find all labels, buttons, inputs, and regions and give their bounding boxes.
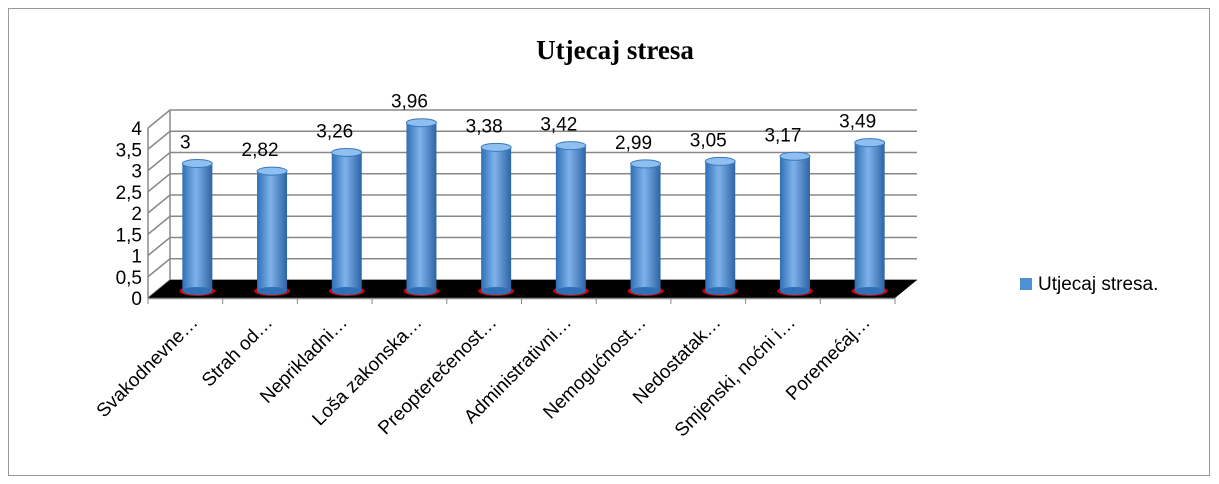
bar-top: [181, 159, 213, 168]
bar-top: [480, 142, 512, 152]
data-label: 2,99: [615, 133, 652, 154]
bar-bottom: [705, 287, 736, 295]
bar: [854, 142, 885, 291]
bar-bottom: [555, 287, 586, 295]
data-label: 2,82: [242, 140, 279, 161]
y-tick-label: 2: [131, 204, 142, 225]
data-label: 3,38: [466, 116, 503, 137]
chart-title: Utjecaj stresa: [536, 35, 694, 65]
data-label: 3,49: [839, 112, 876, 133]
bar-bottom: [257, 287, 288, 295]
bar: [555, 145, 586, 291]
bar-top: [256, 166, 288, 176]
bar: [182, 163, 213, 291]
bar: [779, 156, 810, 291]
bar-top: [704, 156, 736, 166]
legend-label: Utjecaj stresa.: [1038, 274, 1158, 295]
y-tick-label: 2,5: [116, 183, 142, 204]
bar-bottom: [854, 287, 885, 295]
bar: [331, 152, 362, 291]
legend-swatch: [1020, 278, 1032, 290]
bar-top: [779, 151, 811, 161]
bar-bottom: [779, 287, 810, 295]
bar-bottom: [331, 287, 362, 295]
y-tick-label: 1: [131, 247, 142, 268]
data-label: 3,96: [391, 92, 428, 113]
bar-top: [854, 138, 886, 148]
bar-top: [630, 159, 662, 169]
data-label: 3,26: [316, 121, 353, 142]
bar-top: [405, 118, 437, 128]
bar-top: [331, 147, 363, 157]
bar: [406, 122, 437, 291]
bar-bottom: [630, 287, 661, 295]
data-label: 3: [180, 133, 191, 154]
bar-bottom: [481, 287, 512, 295]
y-tick-label: 0: [131, 289, 142, 310]
y-tick-label: 4: [131, 119, 142, 140]
y-tick-label: 3,5: [116, 140, 142, 161]
bar: [705, 161, 736, 291]
bar: [481, 147, 512, 291]
y-tick-label: 3: [131, 162, 142, 183]
bar-bottom: [406, 287, 437, 295]
bar: [257, 171, 288, 291]
y-tick-label: 0,5: [116, 268, 142, 289]
bar: [630, 163, 661, 291]
data-label: 3,05: [690, 130, 727, 151]
y-tick-label: 1,5: [116, 225, 142, 246]
data-label: 3,17: [764, 125, 801, 146]
bar-top: [555, 141, 587, 151]
bar-bottom: [182, 287, 213, 295]
data-label: 3,42: [540, 115, 577, 136]
